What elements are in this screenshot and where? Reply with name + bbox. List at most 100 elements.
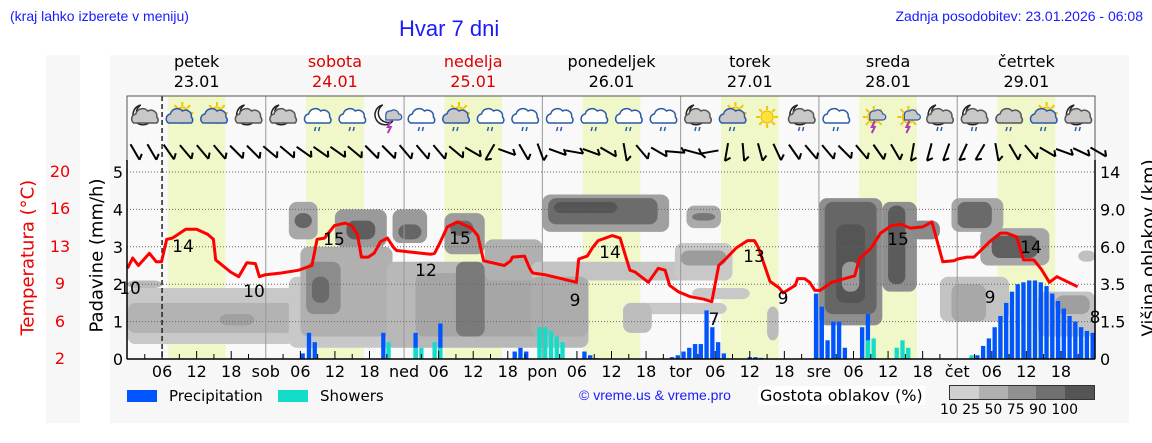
wind-barb-shaft (1024, 144, 1038, 160)
x-tick-label: 18 (221, 362, 241, 381)
wind-barb-shaft (741, 142, 746, 162)
temperature-value-label: 14 (172, 237, 194, 257)
sun-icon (756, 106, 779, 128)
wind-barb-shaft (347, 145, 363, 159)
rain-drop (1074, 126, 1077, 132)
precipitation-bar (1027, 280, 1032, 359)
wind-barb-shaft (212, 144, 227, 160)
cloud-shape (649, 107, 678, 124)
wind-barb-icon (666, 146, 686, 154)
wind-barb-icon (548, 147, 567, 157)
x-tick-label: 06 (843, 362, 863, 381)
precipitation-bar (1021, 282, 1026, 359)
lightning-bolt (870, 120, 877, 134)
rain-drop (521, 126, 524, 132)
wind-barb-shaft (1072, 147, 1090, 157)
cloud-shape (200, 107, 228, 124)
sun-ray (878, 121, 883, 126)
precipitation-bar (381, 332, 386, 359)
precipitation-bar (687, 347, 692, 359)
day-name: sreda (865, 52, 911, 71)
cloud-light-rain-icon (338, 107, 367, 132)
location-hint[interactable]: (kraj lahko izberete v meniju) (10, 8, 189, 24)
wind-barb-icon (804, 144, 820, 160)
wind-barb-flag (478, 150, 482, 157)
rain-drop (694, 126, 697, 132)
cloud-shape (130, 107, 159, 124)
wind-barb-shaft (942, 143, 951, 161)
sun-cloud-rain-icon (718, 102, 747, 132)
precipitation-tick: 5 (113, 163, 123, 182)
x-tick-label: 18 (1051, 362, 1071, 381)
legend-precipitation-label: Precipitation (169, 387, 263, 405)
sun-ray (1038, 104, 1043, 109)
precipitation-bar (1078, 327, 1084, 359)
wind-barb-flag (899, 153, 904, 161)
wind-barb-flag (410, 152, 414, 160)
cloud-shape (614, 107, 643, 124)
cloud-shape (926, 107, 954, 124)
density-swatch (1007, 386, 1037, 399)
x-tick-label: 12 (325, 362, 345, 381)
wind-barb-flag (1087, 149, 1091, 157)
day-name: četrtek (997, 52, 1055, 71)
wind-barb-icon (464, 146, 482, 158)
wind-barb-icon (926, 143, 934, 162)
cloud-blob (294, 213, 312, 229)
precipitation-bar (1044, 286, 1049, 359)
wind-barb-flag (579, 147, 585, 155)
rain-drop (555, 126, 559, 132)
temperature-value-label: 14 (599, 243, 621, 263)
density-swatch (978, 386, 1008, 399)
precipitation-bar (518, 347, 523, 359)
cloud-shape (787, 107, 816, 124)
wind-barb-icon (536, 143, 548, 161)
temperature-value-label: 7 (709, 310, 720, 330)
wind-barb-flag (258, 151, 262, 159)
wind-barb-shaft (1008, 143, 1020, 161)
wind-barb-icon (788, 144, 803, 160)
wind-barb-icon (1039, 146, 1057, 158)
cloud-shape (407, 107, 436, 124)
precipitation-bar (710, 327, 715, 359)
page-title: Hvar 7 dni (399, 16, 500, 41)
precipitation-tick: 2 (113, 275, 123, 294)
sun-ray (727, 104, 732, 109)
precipitation-bar (438, 323, 443, 359)
wind-barb-flag (1053, 150, 1057, 157)
wind-barb-flag (959, 157, 966, 162)
cloud-light-rain-icon (614, 107, 643, 132)
wind-barb-shaft (994, 142, 1000, 162)
credit-link[interactable]: © vreme.us & vreme.pro (579, 387, 731, 403)
wind-barb-flag (190, 152, 194, 160)
wind-barb-flag (680, 146, 686, 154)
wind-barb-icon (246, 144, 262, 160)
wind-barb-shaft (498, 147, 516, 157)
wind-barb-flag (743, 155, 750, 162)
wind-barb-flag (173, 152, 177, 160)
temperature-tick: 20 (49, 162, 71, 181)
x-tick-label: 06 (428, 362, 448, 381)
cloud-shape (580, 107, 609, 124)
sun-ray (450, 104, 455, 109)
x-tick-label: tor (669, 362, 692, 381)
wind-barb-shaft (872, 144, 885, 160)
day-name: ponedeljek (567, 52, 656, 71)
wind-barb-shaft (837, 144, 852, 160)
wind-barb-flag (664, 150, 668, 157)
wind-barb-shaft (821, 144, 835, 160)
showers-bar (537, 327, 542, 359)
cloud-blob (692, 213, 716, 221)
wind-barb-icon (329, 146, 347, 158)
precipitation-bar (1015, 284, 1020, 359)
wind-barb-icon (837, 144, 853, 160)
moon-cloud-icon (234, 104, 263, 126)
cloud-light-rain-icon (407, 107, 436, 132)
showers-bar (900, 340, 905, 359)
rain-drop (836, 126, 839, 132)
wind-barb-shaft (788, 144, 801, 160)
showers-bar (871, 338, 876, 359)
wind-barb-flag (1035, 152, 1039, 160)
rain-drop (801, 126, 805, 132)
